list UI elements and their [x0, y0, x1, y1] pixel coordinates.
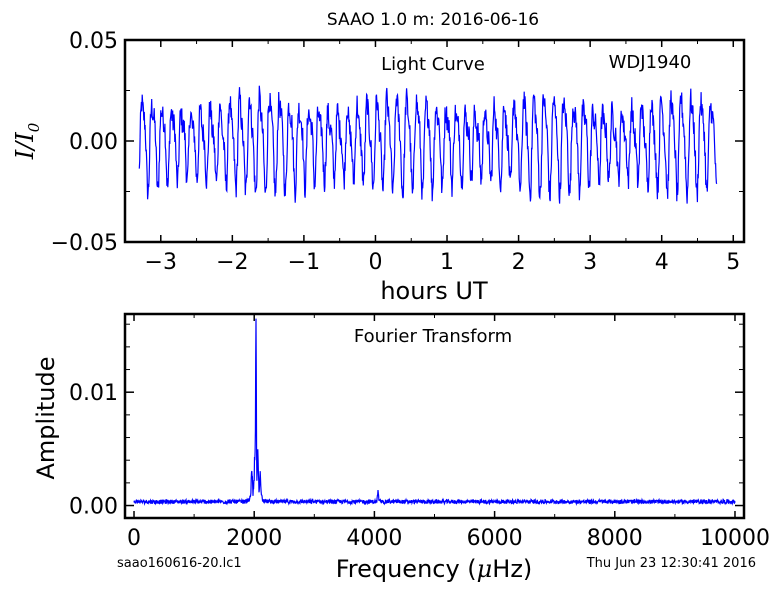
light-curve-ytick-label: 0.00	[69, 130, 118, 155]
fourier-xtick-label: 10000	[700, 526, 770, 551]
light-curve-ylabel: I/I0	[11, 122, 43, 160]
fourier-label: Fourier Transform	[354, 326, 512, 347]
fourier-xtick-label: 6000	[467, 526, 523, 551]
light-curve-xtick-label: 1	[440, 250, 454, 275]
fourier-ylabel: Amplitude	[32, 357, 60, 480]
fourier-ticks: 0 2000 4000 6000 8000 10000 0.00 0.01	[69, 314, 770, 551]
figure-title: SAAO 1.0 m: 2016-06-16	[327, 10, 539, 30]
light-curve-xtick-label: −3	[145, 250, 177, 275]
light-curve-xlabel: hours UT	[380, 277, 488, 305]
light-curve-xtick-label: −2	[216, 250, 248, 275]
light-curve-label: Light Curve	[381, 54, 485, 75]
fourier-ytick-label: 0.00	[69, 495, 118, 520]
fourier-xtick-label: 2000	[226, 526, 282, 551]
fourier-frame	[123, 312, 746, 520]
light-curve-xtick-label: 0	[368, 250, 382, 275]
fourier-xtick-label: 8000	[587, 526, 643, 551]
light-curve-panel: −3 −2 −1 0 1 2 3 4 5 −0.05 0.00 0.05 Light Curve WD…	[11, 29, 746, 305]
footer-filename: saao160616-20.lc1	[117, 556, 242, 571]
light-curve-xtick-label: 2	[512, 250, 526, 275]
light-curve-xtick-label: 4	[655, 250, 669, 275]
fourier-panel: 0 2000 4000 6000 8000 10000 0.00 0.01 Fourier T…	[32, 312, 770, 583]
light-curve-series-line	[138, 85, 718, 204]
footer-timestamp: Thu Jun 23 12:30:41 2016	[586, 556, 756, 571]
fourier-xlabel: Frequency (μHz)	[336, 555, 533, 583]
fourier-xtick-label: 0	[127, 526, 141, 551]
light-curve-frame	[123, 38, 746, 244]
light-curve-ytick-label: 0.05	[69, 29, 118, 54]
light-curve-ticks: −3 −2 −1 0 1 2 3 4 5 −0.05 0.00 0.05	[51, 29, 744, 275]
light-curve-xtick-label: 5	[726, 250, 740, 275]
fourier-ytick-label: 0.01	[69, 381, 118, 406]
fourier-xtick-label: 4000	[346, 526, 402, 551]
target-name-label: WDJ1940	[609, 52, 692, 73]
light-curve-xtick-label: −1	[288, 250, 320, 275]
light-curve-ytick-label: −0.05	[51, 231, 118, 256]
fourier-series-line	[133, 318, 736, 506]
light-curve-xtick-label: 3	[583, 250, 597, 275]
